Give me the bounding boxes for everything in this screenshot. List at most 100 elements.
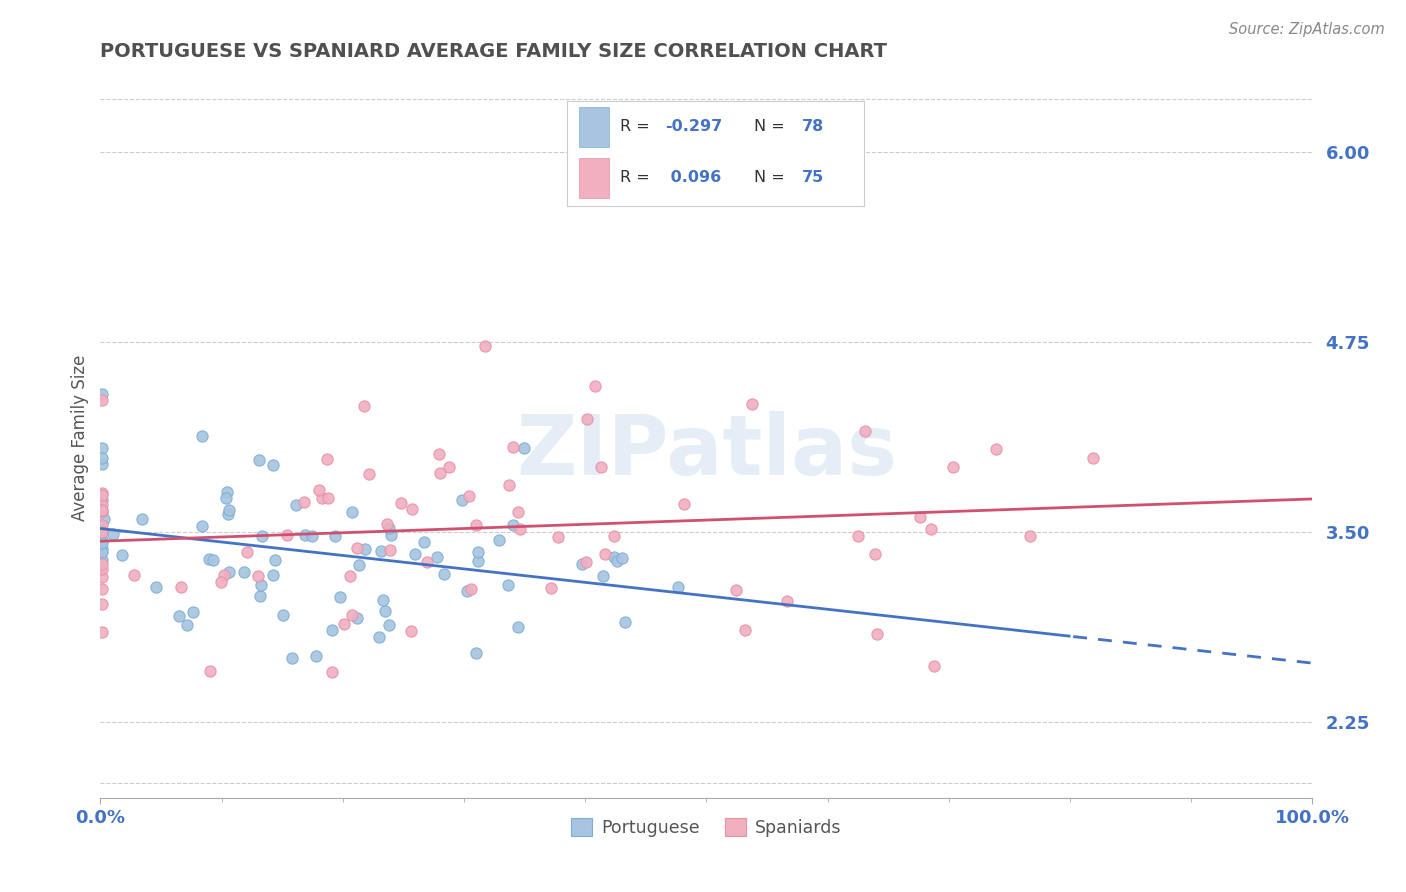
Point <box>90 525 112 540</box>
Point <box>201 553 224 567</box>
Point <box>853 424 876 438</box>
Point <box>90 499 112 513</box>
Point <box>488 533 510 548</box>
Point <box>460 582 482 596</box>
Point <box>250 529 273 543</box>
Point <box>865 547 887 561</box>
Point <box>389 496 412 510</box>
Point <box>263 552 285 566</box>
Legend: Portuguese, Spaniards: Portuguese, Spaniards <box>564 812 848 844</box>
Point <box>456 584 478 599</box>
Point <box>276 527 298 541</box>
Point <box>339 568 361 582</box>
Point <box>247 452 270 467</box>
Point <box>325 529 347 543</box>
Point <box>603 550 626 565</box>
Point <box>90 523 112 537</box>
Point <box>368 630 391 644</box>
Point <box>359 467 381 481</box>
Point <box>593 547 616 561</box>
Point <box>502 517 524 532</box>
Point <box>145 580 167 594</box>
Point <box>380 528 402 542</box>
Point <box>90 386 112 401</box>
Point <box>316 452 339 467</box>
Point <box>191 429 214 443</box>
Point <box>467 554 489 568</box>
Point <box>585 378 607 392</box>
Point <box>90 503 112 517</box>
Point <box>209 574 232 589</box>
Point <box>167 608 190 623</box>
Point <box>236 545 259 559</box>
Point <box>342 608 364 623</box>
Point <box>294 528 316 542</box>
Point <box>426 550 449 565</box>
Point <box>346 541 368 556</box>
Point <box>301 529 323 543</box>
Point <box>90 542 112 557</box>
Point <box>415 555 437 569</box>
Point <box>377 618 399 632</box>
Point <box>606 554 628 568</box>
Point <box>131 512 153 526</box>
Point <box>90 488 112 502</box>
Point <box>575 412 598 426</box>
Point <box>329 590 352 604</box>
Point <box>508 620 530 634</box>
Point <box>90 562 112 576</box>
Point <box>377 517 399 532</box>
Point <box>90 536 112 550</box>
Point <box>741 397 763 411</box>
Point <box>90 624 112 639</box>
Point <box>218 503 240 517</box>
Point <box>262 458 284 472</box>
Point <box>198 552 221 566</box>
Y-axis label: Average Family Size: Average Family Size <box>72 354 89 521</box>
Point <box>90 544 112 558</box>
Point <box>90 557 112 571</box>
Point <box>321 665 343 679</box>
Point <box>90 553 112 567</box>
Point <box>464 517 486 532</box>
Point <box>399 624 422 638</box>
Point <box>575 555 598 569</box>
Point <box>378 542 401 557</box>
Point <box>90 393 112 408</box>
Point <box>374 604 396 618</box>
Point <box>908 509 931 524</box>
Point <box>509 522 531 536</box>
Point <box>603 529 626 543</box>
Point <box>90 569 112 583</box>
Point <box>354 542 377 557</box>
Point <box>371 592 394 607</box>
Point <box>465 646 488 660</box>
Point <box>90 450 112 465</box>
Point <box>353 400 375 414</box>
Point <box>246 569 269 583</box>
Point <box>218 565 240 579</box>
Point <box>103 527 125 541</box>
Point <box>429 447 451 461</box>
Point <box>467 545 489 559</box>
Point <box>922 658 945 673</box>
Point <box>412 534 434 549</box>
Point <box>217 485 239 500</box>
Point <box>280 651 302 665</box>
Point <box>340 505 363 519</box>
Point <box>506 506 529 520</box>
Point <box>305 649 328 664</box>
Point <box>176 617 198 632</box>
Point <box>666 580 689 594</box>
Point <box>93 512 115 526</box>
Point <box>90 504 112 518</box>
Point <box>262 568 284 582</box>
Point <box>90 485 112 500</box>
Text: ZIPatlas: ZIPatlas <box>516 411 897 492</box>
Point <box>589 460 612 475</box>
Point <box>200 664 222 678</box>
Point <box>249 589 271 603</box>
Point <box>111 548 134 562</box>
Point <box>613 615 636 630</box>
Point <box>377 521 399 535</box>
